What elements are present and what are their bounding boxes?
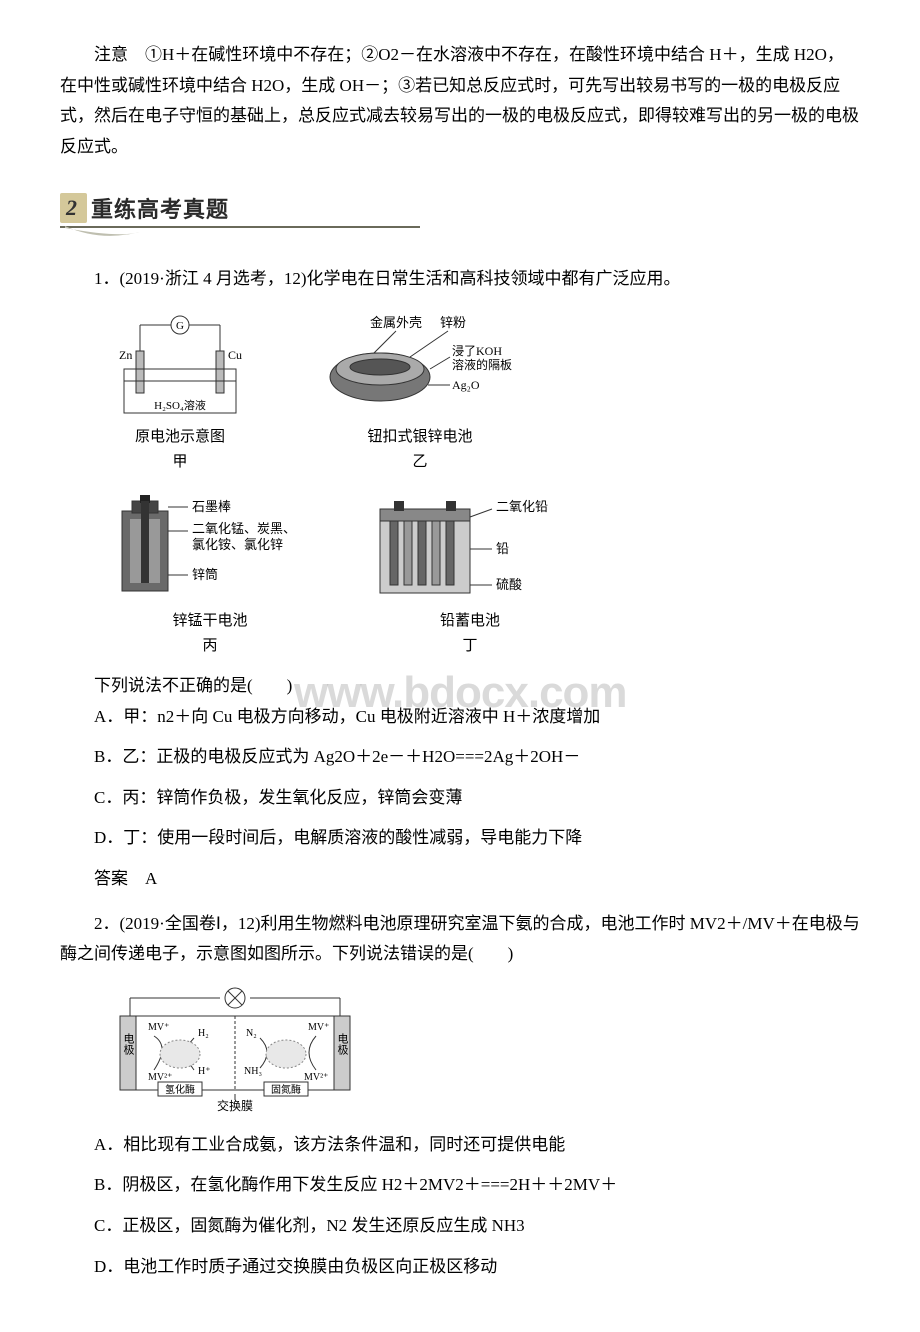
q1-figure-row-2: 石墨棒 二氧化锰、炭黑、 氯化铵、氯化锌 锌筒 锌锰干电池 丙 — [110, 487, 860, 657]
button-cell-diagram: 金属外壳 锌粉 浸了KOH 溶液的隔板 Ag₂O — [310, 313, 530, 423]
svg-text:氢化酶: 氢化酶 — [165, 1083, 195, 1096]
q1-figure-jia: G Zn Cu H₂SO₄溶液 原电池示意图 甲 — [110, 313, 250, 473]
svg-text:MV²⁺: MV²⁺ — [148, 1072, 172, 1083]
q1-option-a: A．甲：n2＋向 Cu 电极方向移动，Cu 电极附近溶液中 H＋浓度增加 — [60, 702, 860, 733]
svg-text:H₂: H₂ — [198, 1028, 209, 1039]
q1-prompt: 下列说法不正确的是( ) — [94, 676, 292, 695]
svg-text:氯化铵、氯化锌: 氯化铵、氯化锌 — [192, 537, 283, 552]
q1-option-c: C．丙：锌筒作负极，发生氧化反应，锌筒会变薄 — [60, 783, 860, 814]
svg-text:H₂SO₄溶液: H₂SO₄溶液 — [154, 398, 206, 412]
q1-jia-caption2: 甲 — [172, 452, 187, 473]
svg-text:锌筒: 锌筒 — [192, 567, 218, 582]
q2-option-d: D．电池工作时质子通过交换膜由负极区向正极区移动 — [60, 1252, 860, 1283]
svg-text:固氮酶: 固氮酶 — [271, 1083, 301, 1096]
q2-option-b: B．阴极区，在氢化酶作用下发生反应 H2＋2MV2＋===2H＋＋2MV＋ — [60, 1170, 860, 1201]
section-header: 2 重练高考真题 — [60, 192, 860, 244]
svg-text:硫酸: 硫酸 — [496, 577, 522, 592]
section-swoosh-icon — [60, 224, 180, 244]
svg-text:浸了KOH: 浸了KOH — [452, 344, 502, 358]
svg-text:Ag₂O: Ag₂O — [452, 378, 480, 392]
q1-ding-caption1: 铅蓄电池 — [440, 611, 500, 632]
biofuel-cell-diagram: 电极 电极 MV⁺ MV²⁺ H₂ H⁺ 氢化酶 N₂ NH₃ MV⁺ MV²⁺… — [110, 986, 360, 1116]
svg-text:锌粉: 锌粉 — [440, 315, 466, 330]
svg-text:NH₃: NH₃ — [244, 1066, 262, 1077]
q1-stem: 1．(2019·浙江 4 月选考，12)化学电在日常生活和高科技领域中都有广泛应… — [60, 264, 860, 295]
q2-stem: 2．(2019·全国卷Ⅰ，12)利用生物燃料电池原理研究室温下氨的合成，电池工作… — [60, 909, 860, 970]
svg-text:交换膜: 交换膜 — [217, 1098, 253, 1113]
q1-answer: 答案 A — [60, 864, 860, 895]
svg-text:Zn: Zn — [119, 348, 132, 362]
section-number: 2 — [60, 193, 87, 223]
q1-figures: G Zn Cu H₂SO₄溶液 原电池示意图 甲 金属 — [110, 313, 860, 657]
q2-figure: 电极 电极 MV⁺ MV²⁺ H₂ H⁺ 氢化酶 N₂ NH₃ MV⁺ MV²⁺… — [110, 986, 860, 1116]
svg-text:电极: 电极 — [336, 1032, 349, 1055]
dry-cell-diagram: 石墨棒 二氧化锰、炭黑、 氯化铵、氯化锌 锌筒 — [110, 487, 310, 607]
q1-ding-caption2: 丁 — [462, 636, 477, 657]
q1-figure-ding: 二氧化铅 铅 硫酸 铅蓄电池 丁 — [370, 487, 570, 657]
note-paragraph: 注意 ①H＋在碱性环境中不存在；②O2－在水溶液中不存在，在酸性环境中结合 H＋… — [60, 40, 860, 162]
svg-text:石墨棒: 石墨棒 — [192, 499, 231, 514]
svg-text:N₂: N₂ — [246, 1028, 257, 1039]
svg-text:二氧化铅: 二氧化铅 — [496, 499, 548, 514]
q1-figure-yi: 金属外壳 锌粉 浸了KOH 溶液的隔板 Ag₂O 钮扣式银锌电池 乙 — [310, 313, 530, 473]
q1-option-d: D．丁：使用一段时间后，电解质溶液的酸性减弱，导电能力下降 — [60, 823, 860, 854]
q1-option-b: B．乙：正极的电极反应式为 Ag2O＋2e－＋H2O===2Ag＋2OH－ — [60, 742, 860, 773]
q2-option-a: A．相比现有工业合成氨，该方法条件温和，同时还可提供电能 — [60, 1130, 860, 1161]
svg-text:G: G — [176, 320, 184, 332]
q1-figure-bing: 石墨棒 二氧化锰、炭黑、 氯化铵、氯化锌 锌筒 锌锰干电池 丙 — [110, 487, 310, 657]
section-title: 重练高考真题 — [91, 192, 229, 224]
svg-text:二氧化锰、炭黑、: 二氧化锰、炭黑、 — [192, 521, 296, 536]
q1-prompt-line: 下列说法不正确的是( ) www.bdocx.com — [60, 671, 860, 702]
galvanic-cell-diagram: G Zn Cu H₂SO₄溶液 — [110, 313, 250, 423]
svg-text:铅: 铅 — [496, 541, 509, 556]
lead-acid-diagram: 二氧化铅 铅 硫酸 — [370, 487, 570, 607]
svg-text:MV²⁺: MV²⁺ — [304, 1072, 328, 1083]
q1-yi-caption1: 钮扣式银锌电池 — [367, 427, 472, 448]
svg-text:MV⁺: MV⁺ — [308, 1022, 329, 1033]
q1-yi-caption2: 乙 — [412, 452, 427, 473]
svg-text:金属外壳: 金属外壳 — [370, 315, 422, 330]
svg-text:H⁺: H⁺ — [198, 1066, 211, 1077]
q1-bing-caption2: 丙 — [202, 636, 217, 657]
section-badge: 2 重练高考真题 — [60, 192, 229, 224]
svg-text:MV⁺: MV⁺ — [148, 1022, 169, 1033]
svg-text:Cu: Cu — [228, 348, 242, 362]
q1-figure-row-1: G Zn Cu H₂SO₄溶液 原电池示意图 甲 金属 — [110, 313, 860, 473]
svg-text:电极: 电极 — [122, 1032, 135, 1055]
q1-bing-caption1: 锌锰干电池 — [172, 611, 247, 632]
q2-option-c: C．正极区，固氮酶为催化剂，N2 发生还原反应生成 NH3 — [60, 1211, 860, 1242]
q1-jia-caption1: 原电池示意图 — [135, 427, 225, 448]
svg-text:溶液的隔板: 溶液的隔板 — [452, 357, 512, 372]
